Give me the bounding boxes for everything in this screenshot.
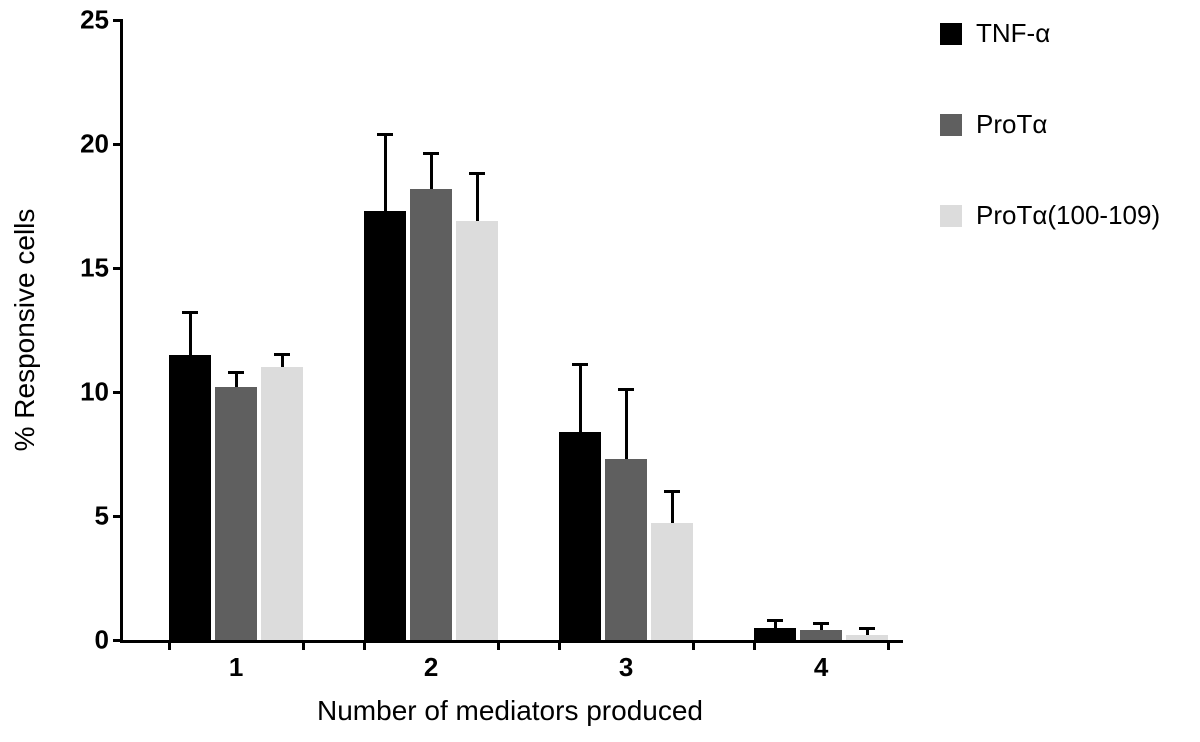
y-tick xyxy=(113,19,123,22)
plot-area: 05101520251234 xyxy=(120,20,903,643)
y-tick-label: 20 xyxy=(80,129,109,160)
legend-item: ProTα(100-109) xyxy=(940,200,1160,231)
legend-swatch xyxy=(940,114,962,136)
bar xyxy=(846,635,888,640)
error-bar-stem xyxy=(476,174,479,221)
error-bar-stem xyxy=(579,365,582,432)
y-tick-label: 25 xyxy=(80,5,109,36)
legend-label: TNF-α xyxy=(976,18,1050,49)
error-bar-cap xyxy=(274,353,290,356)
x-tick xyxy=(753,640,756,650)
legend-item: TNF-α xyxy=(940,18,1160,49)
error-bar-stem xyxy=(384,134,387,211)
error-bar-cap xyxy=(813,622,829,625)
error-bar-cap xyxy=(182,311,198,314)
bar xyxy=(169,355,211,640)
bar xyxy=(456,221,498,640)
bar xyxy=(215,387,257,640)
bar xyxy=(605,459,647,640)
y-tick xyxy=(113,515,123,518)
x-tick xyxy=(302,640,305,650)
legend-swatch xyxy=(940,23,962,45)
error-bar-stem xyxy=(671,491,674,523)
x-tick xyxy=(363,640,366,650)
bar xyxy=(754,628,796,640)
legend-swatch xyxy=(940,205,962,227)
error-bar-cap xyxy=(423,152,439,155)
bar xyxy=(800,630,842,640)
error-bar-cap xyxy=(228,371,244,374)
error-bar-cap xyxy=(377,133,393,136)
error-bar-cap xyxy=(859,627,875,630)
x-axis-title: Number of mediators produced xyxy=(317,695,703,727)
x-tick xyxy=(887,640,890,650)
error-bar-stem xyxy=(430,154,433,189)
legend: TNF-α ProTα ProTα(100-109) xyxy=(940,18,1160,231)
x-tick xyxy=(497,640,500,650)
error-bar-stem xyxy=(625,390,628,459)
bar xyxy=(651,523,693,640)
x-tick xyxy=(558,640,561,650)
error-bar-cap xyxy=(618,388,634,391)
y-tick xyxy=(113,143,123,146)
y-axis-title: % Responsive cells xyxy=(9,209,41,452)
x-tick xyxy=(168,640,171,650)
error-bar-cap xyxy=(767,619,783,622)
error-bar-stem xyxy=(281,355,284,367)
error-bar-stem xyxy=(189,313,192,355)
y-tick-label: 5 xyxy=(95,501,109,532)
x-tick-label: 4 xyxy=(814,652,828,683)
error-bar-cap xyxy=(572,363,588,366)
bar xyxy=(364,211,406,640)
error-bar-cap xyxy=(664,490,680,493)
y-tick xyxy=(113,391,123,394)
x-tick-label: 3 xyxy=(619,652,633,683)
bar xyxy=(261,367,303,640)
bar xyxy=(559,432,601,640)
error-bar-cap xyxy=(469,172,485,175)
y-tick-label: 15 xyxy=(80,253,109,284)
x-tick xyxy=(692,640,695,650)
y-tick-label: 0 xyxy=(95,625,109,656)
error-bar-stem xyxy=(235,372,238,387)
bar xyxy=(410,189,452,640)
legend-label: ProTα xyxy=(976,109,1047,140)
y-tick-label: 10 xyxy=(80,377,109,408)
x-tick-label: 2 xyxy=(424,652,438,683)
y-tick xyxy=(113,267,123,270)
x-tick-label: 1 xyxy=(229,652,243,683)
y-tick xyxy=(113,639,123,642)
legend-item: ProTα xyxy=(940,109,1160,140)
legend-label: ProTα(100-109) xyxy=(976,200,1160,231)
chart-container: 05101520251234 % Responsive cells Number… xyxy=(0,0,1200,742)
